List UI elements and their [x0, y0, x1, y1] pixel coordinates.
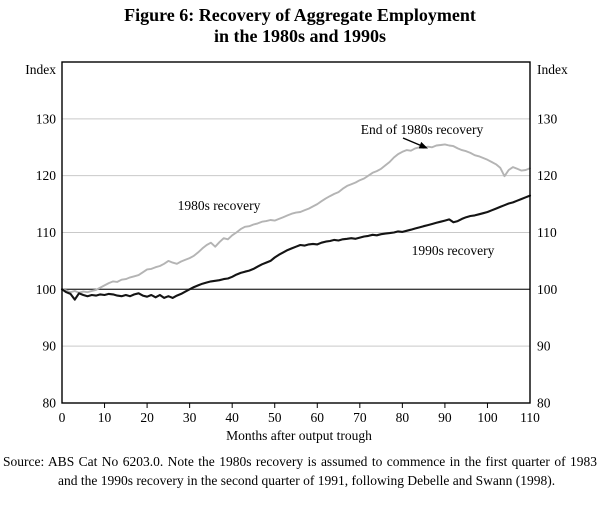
- x-tick-label-10: 10: [98, 410, 112, 425]
- series-label-1990s: 1990s recovery: [412, 243, 495, 258]
- x-tick-label-80: 80: [396, 410, 410, 425]
- y-axis-label-left: Index: [25, 62, 56, 77]
- gridline-layer: [62, 118, 530, 408]
- y-tick-label-right-100: 100: [537, 282, 558, 297]
- y-tick-label-left-120: 120: [36, 168, 57, 183]
- x-tick-label-90: 90: [438, 410, 452, 425]
- annotation-arrowhead-icon: [418, 141, 428, 149]
- figure-title-line1: Figure 6: Recovery of Aggregate Employme…: [124, 5, 476, 25]
- y-axis-label-right: Index: [537, 62, 568, 77]
- plot-border: [61, 61, 531, 404]
- x-tick-label-0: 0: [59, 410, 66, 425]
- source-text: ABS Cat No 6203.0. Note the 1980s recove…: [47, 454, 597, 488]
- y-tick-label-right-130: 130: [537, 111, 558, 126]
- y-tick-label-left-80: 80: [43, 396, 57, 411]
- y-tick-label-right-120: 120: [537, 168, 558, 183]
- series-layer: [60, 143, 532, 301]
- y-tick-label-right-80: 80: [537, 396, 551, 411]
- source-paragraph: Source: ABS Cat No 6203.0. Note the 1980…: [3, 452, 597, 490]
- series-line-1990s-recovery: [60, 194, 532, 301]
- x-tick-label-20: 20: [140, 410, 154, 425]
- x-tick-label-110: 110: [520, 410, 540, 425]
- x-tick-label-40: 40: [225, 410, 239, 425]
- x-tick-label-100: 100: [477, 410, 498, 425]
- figure-title: Figure 6: Recovery of Aggregate Employme…: [0, 5, 600, 47]
- y-tick-label-left-90: 90: [43, 339, 57, 354]
- series-label-1980s: 1980s recovery: [178, 198, 261, 213]
- x-tick-label-70: 70: [353, 410, 367, 425]
- y-tick-label-right-110: 110: [537, 225, 557, 240]
- y-tick-label-left-100: 100: [36, 282, 57, 297]
- annotation-arrow-line: [402, 137, 423, 147]
- employment-recovery-chart: Index Index Months after output trough 1…: [25, 61, 568, 443]
- figure-title-line2: in the 1980s and 1990s: [213, 26, 387, 46]
- x-tick-label-50: 50: [268, 410, 282, 425]
- y-tick-label-right-90: 90: [537, 339, 551, 354]
- source-note: Source: ABS Cat No 6203.0. Note the 1980…: [3, 452, 597, 490]
- x-tick-label-60: 60: [311, 410, 325, 425]
- x-tick-label-30: 30: [183, 410, 197, 425]
- x-axis-title: Months after output trough: [226, 428, 372, 443]
- series-line-1980s-recovery: [61, 143, 531, 294]
- y-tick-label-left-130: 130: [36, 111, 57, 126]
- y-tick-label-left-110: 110: [36, 225, 56, 240]
- label-layer: Index Index Months after output trough 1…: [25, 62, 568, 443]
- source-prefix: Source:: [3, 454, 45, 469]
- annotation-end-of-1980s-recovery: End of 1980s recovery: [361, 122, 484, 137]
